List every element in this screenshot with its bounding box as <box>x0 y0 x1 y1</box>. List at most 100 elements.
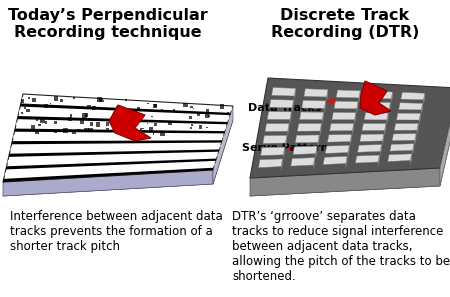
Polygon shape <box>364 113 388 120</box>
Bar <box>67 106 68 108</box>
Bar <box>197 113 200 116</box>
Polygon shape <box>250 78 450 178</box>
Polygon shape <box>323 157 347 165</box>
Bar <box>63 128 68 133</box>
Polygon shape <box>415 134 416 145</box>
Bar <box>60 106 63 108</box>
Bar <box>119 131 121 133</box>
Bar <box>32 98 36 102</box>
Bar <box>141 133 142 135</box>
Bar <box>151 116 153 118</box>
Bar <box>97 97 102 102</box>
Polygon shape <box>391 92 392 104</box>
Bar <box>21 113 23 114</box>
Bar <box>190 127 192 129</box>
Bar <box>96 122 100 127</box>
Bar <box>206 127 208 128</box>
Polygon shape <box>7 154 218 163</box>
Bar <box>45 121 47 124</box>
Polygon shape <box>361 134 384 139</box>
Bar <box>173 109 175 111</box>
Bar <box>91 106 96 110</box>
Polygon shape <box>299 124 321 129</box>
Bar <box>128 126 133 130</box>
Polygon shape <box>413 144 414 155</box>
Polygon shape <box>3 94 233 182</box>
Polygon shape <box>295 135 319 143</box>
Polygon shape <box>333 112 356 118</box>
Bar <box>153 104 157 108</box>
Bar <box>116 106 118 108</box>
Bar <box>137 107 140 110</box>
Polygon shape <box>378 155 379 167</box>
Polygon shape <box>261 147 285 156</box>
Text: Discrete Track
Recording (DTR): Discrete Track Recording (DTR) <box>271 8 419 40</box>
Polygon shape <box>6 159 216 169</box>
Bar <box>123 113 126 116</box>
Bar <box>106 122 109 126</box>
Polygon shape <box>14 129 225 133</box>
Polygon shape <box>258 159 283 168</box>
Polygon shape <box>325 146 349 153</box>
Bar <box>87 105 91 109</box>
Polygon shape <box>315 146 317 159</box>
Bar <box>206 110 209 113</box>
Polygon shape <box>250 96 450 196</box>
Text: DTR’s ‘grroove’ separates data
tracks to reduce signal interference
between adja: DTR’s ‘grroove’ separates data tracks to… <box>232 210 450 283</box>
Polygon shape <box>288 124 289 136</box>
Bar <box>127 113 128 115</box>
Polygon shape <box>370 91 392 97</box>
Polygon shape <box>359 145 382 150</box>
Bar <box>68 117 72 121</box>
Polygon shape <box>440 88 450 186</box>
Polygon shape <box>3 108 233 196</box>
Polygon shape <box>389 102 390 114</box>
Polygon shape <box>328 135 351 142</box>
Polygon shape <box>294 146 317 152</box>
Bar <box>73 97 75 99</box>
Bar <box>227 112 229 113</box>
Polygon shape <box>336 90 360 98</box>
Polygon shape <box>109 105 151 141</box>
Polygon shape <box>294 89 296 101</box>
Polygon shape <box>388 154 412 162</box>
Bar <box>147 103 148 105</box>
Bar <box>161 131 165 136</box>
Bar <box>191 124 193 126</box>
Text: Servo Pattern: Servo Pattern <box>242 143 328 153</box>
Bar <box>205 114 209 118</box>
Polygon shape <box>9 149 220 157</box>
Bar <box>62 130 64 132</box>
Bar <box>72 131 76 134</box>
Bar <box>40 119 45 123</box>
Bar <box>147 123 148 124</box>
Bar <box>38 124 40 126</box>
Polygon shape <box>291 158 315 166</box>
Bar <box>54 97 58 101</box>
Bar <box>183 103 188 108</box>
Polygon shape <box>20 103 231 115</box>
Polygon shape <box>382 134 384 146</box>
Bar <box>24 108 26 109</box>
Polygon shape <box>292 158 315 164</box>
Bar <box>199 125 202 129</box>
Bar <box>190 106 193 108</box>
Polygon shape <box>267 112 291 119</box>
Polygon shape <box>263 135 287 143</box>
Polygon shape <box>297 135 319 140</box>
Polygon shape <box>399 103 423 110</box>
Polygon shape <box>392 144 414 149</box>
Polygon shape <box>270 99 293 108</box>
Bar <box>70 114 72 117</box>
Polygon shape <box>262 147 285 153</box>
Bar <box>168 121 172 124</box>
Polygon shape <box>293 146 317 154</box>
Bar <box>80 120 84 124</box>
Bar <box>82 113 87 118</box>
Polygon shape <box>3 170 213 196</box>
Polygon shape <box>13 135 224 138</box>
Polygon shape <box>324 101 326 113</box>
Bar <box>36 119 38 121</box>
Polygon shape <box>419 113 420 125</box>
Text: Today’s Perpendicular
Recording technique: Today’s Perpendicular Recording techniqu… <box>8 8 208 40</box>
